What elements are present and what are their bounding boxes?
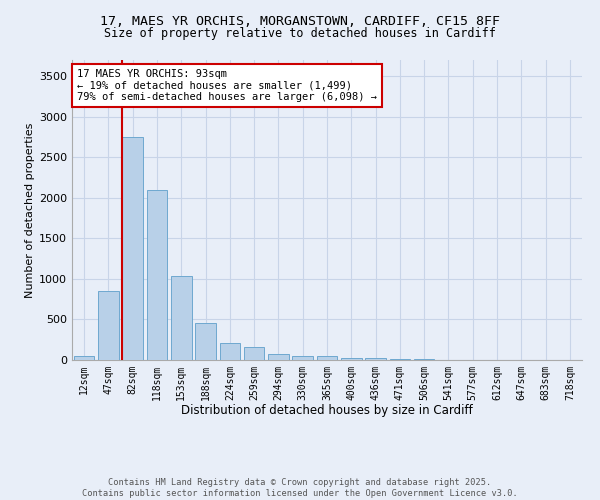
Bar (268, 354, 289, 360)
Bar (146, 190, 167, 360)
Bar (317, 356, 337, 360)
Bar (220, 342, 240, 360)
Text: 17 MAES YR ORCHIS: 93sqm
← 19% of detached houses are smaller (1,499)
79% of sem: 17 MAES YR ORCHIS: 93sqm ← 19% of detach… (77, 69, 377, 102)
Bar (171, 276, 191, 360)
Bar (122, 137, 143, 360)
Bar (74, 356, 94, 360)
Bar (195, 322, 216, 360)
Bar (365, 358, 386, 360)
Text: Size of property relative to detached houses in Cardiff: Size of property relative to detached ho… (104, 28, 496, 40)
Bar (389, 359, 410, 360)
Bar (98, 291, 119, 360)
Text: Contains HM Land Registry data © Crown copyright and database right 2025.
Contai: Contains HM Land Registry data © Crown c… (82, 478, 518, 498)
Bar (244, 348, 265, 360)
Bar (292, 356, 313, 360)
Y-axis label: Number of detached properties: Number of detached properties (25, 122, 35, 298)
Text: 17, MAES YR ORCHIS, MORGANSTOWN, CARDIFF, CF15 8FF: 17, MAES YR ORCHIS, MORGANSTOWN, CARDIFF… (100, 15, 500, 28)
X-axis label: Distribution of detached houses by size in Cardiff: Distribution of detached houses by size … (181, 404, 473, 417)
Bar (341, 358, 362, 360)
